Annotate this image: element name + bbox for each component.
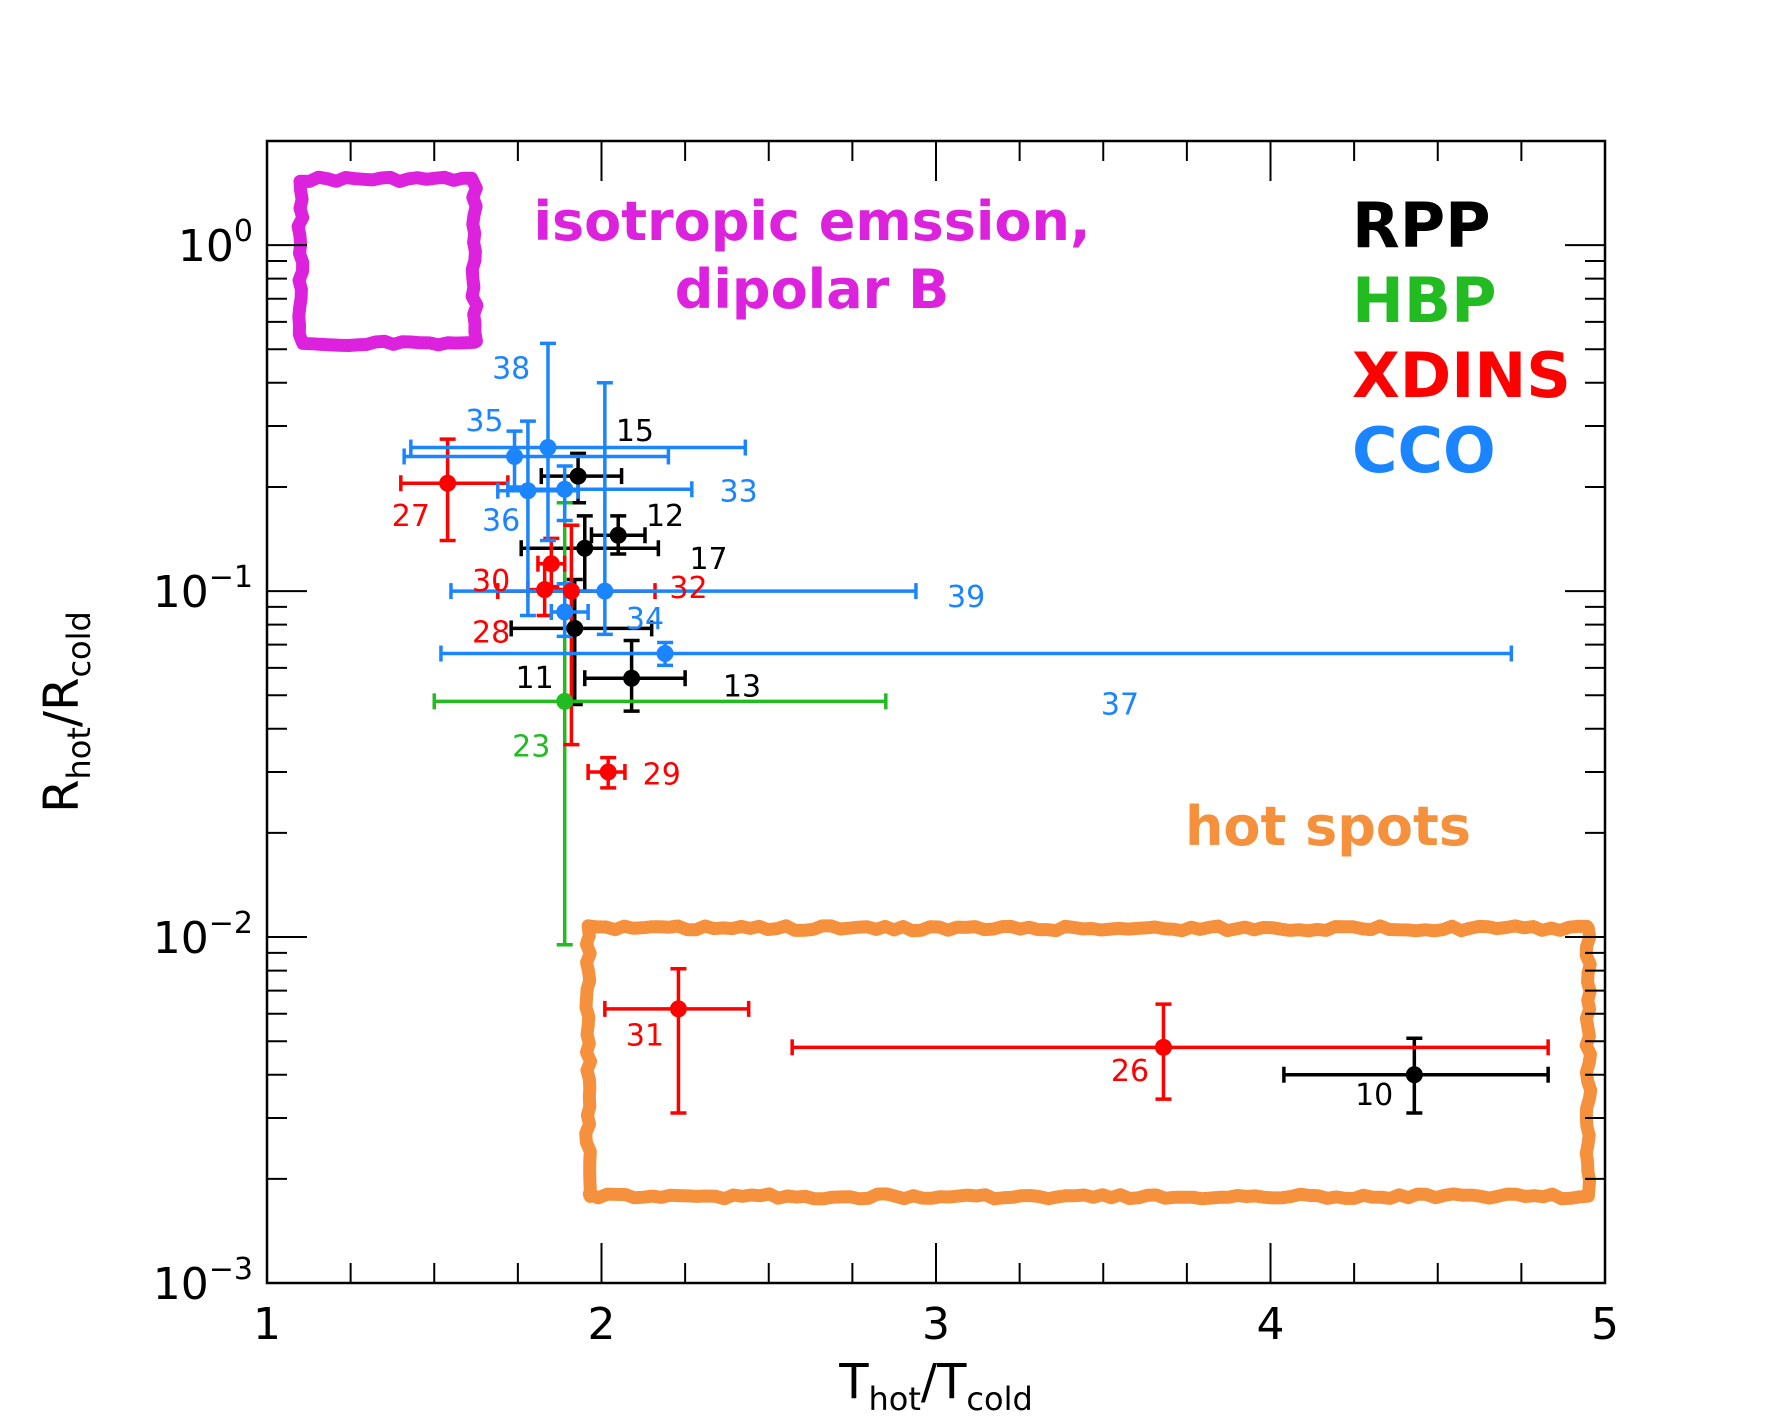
point-labels: 10 11 12 13 15 17 23 26 27 28 29 30 31 32 33 34 35 36 37 38… xyxy=(392,351,1394,1112)
y-tick-label: 10−1 xyxy=(153,560,253,618)
data-point-26 xyxy=(1154,1038,1172,1056)
data-point-11 xyxy=(566,619,584,637)
annotation-box-isotropic xyxy=(291,170,484,352)
annotation-box-hotspots xyxy=(579,919,1598,1206)
x-tick-labels: 1 2 3 4 5 xyxy=(253,1299,1619,1350)
point-label-33: 33 xyxy=(720,475,758,510)
data-point-35 xyxy=(506,447,524,465)
legend-entry-hbp: HBP xyxy=(1352,264,1497,337)
data-point-36 xyxy=(519,482,537,500)
point-label-15: 15 xyxy=(616,414,654,449)
x-axis-label: Thot/Tcold xyxy=(838,1354,1033,1418)
x-tick-label: 2 xyxy=(588,1299,616,1350)
data-point-23 xyxy=(556,692,574,710)
plot-frame xyxy=(265,139,1607,1285)
point-label-32: 32 xyxy=(669,571,707,606)
data-point-31 xyxy=(669,1000,687,1018)
point-label-30: 30 xyxy=(472,564,510,599)
data-point-38 xyxy=(539,439,557,457)
annotation-hotspots-line-1: hot spots xyxy=(1185,795,1471,858)
point-label-39: 39 xyxy=(947,580,985,615)
data-point-39 xyxy=(596,582,614,600)
point-label-29: 29 xyxy=(643,758,681,793)
data-point-37 xyxy=(656,645,674,663)
y-tick-labels: 100 10−1 10−2 10−3 xyxy=(153,214,253,1310)
data-point-33 xyxy=(556,480,574,498)
data-point-32 xyxy=(562,582,580,600)
point-label-31: 31 xyxy=(626,1018,664,1053)
x-tick-label: 4 xyxy=(1257,1299,1285,1350)
data-point-15 xyxy=(569,467,587,485)
point-label-27: 27 xyxy=(392,499,430,534)
annotation-isotropic-line-1: isotropic emssion, xyxy=(533,190,1090,253)
data-point-17 xyxy=(576,539,594,557)
point-label-11: 11 xyxy=(516,661,554,696)
data-point-27 xyxy=(439,474,457,492)
annotation-boxes xyxy=(291,170,1598,1206)
y-tick-label: 10−3 xyxy=(153,1252,253,1310)
point-label-12: 12 xyxy=(646,499,684,534)
point-label-38: 38 xyxy=(492,351,530,386)
annotation-isotropic-line-2: dipolar B xyxy=(675,258,949,321)
point-label-37: 37 xyxy=(1101,688,1139,723)
data-point-12 xyxy=(609,526,627,544)
data-point-29 xyxy=(599,763,617,781)
y-tick-label: 10−2 xyxy=(153,906,253,964)
point-label-17: 17 xyxy=(689,542,727,577)
point-label-36: 36 xyxy=(482,503,520,538)
legend-entry-cco: CCO xyxy=(1352,414,1496,487)
data-point-10 xyxy=(1405,1066,1423,1084)
legend-entry-rpp: RPP xyxy=(1352,189,1491,262)
x-tick-label: 1 xyxy=(253,1299,281,1350)
data-point-13 xyxy=(623,669,641,687)
x-tick-label: 3 xyxy=(922,1299,950,1350)
y-tick-label: 100 xyxy=(178,214,253,272)
point-label-23: 23 xyxy=(512,730,550,765)
annotation-text: isotropic emssion,dipolar B hot spots xyxy=(533,190,1471,858)
point-label-10: 10 xyxy=(1355,1078,1393,1113)
data-markers xyxy=(439,439,1423,1084)
point-label-26: 26 xyxy=(1111,1054,1149,1089)
x-tick-label: 5 xyxy=(1591,1299,1619,1350)
y-axis-label: Rhot/Rcold xyxy=(34,611,98,813)
data-point-34 xyxy=(556,603,574,621)
point-label-13: 13 xyxy=(723,669,761,704)
point-label-28: 28 xyxy=(472,615,510,650)
point-label-34: 34 xyxy=(626,602,664,637)
legend-entry-xdins: XDINS xyxy=(1352,339,1571,412)
data-point-30 xyxy=(542,555,560,573)
data-point-28 xyxy=(536,581,554,599)
point-label-35: 35 xyxy=(465,404,503,439)
